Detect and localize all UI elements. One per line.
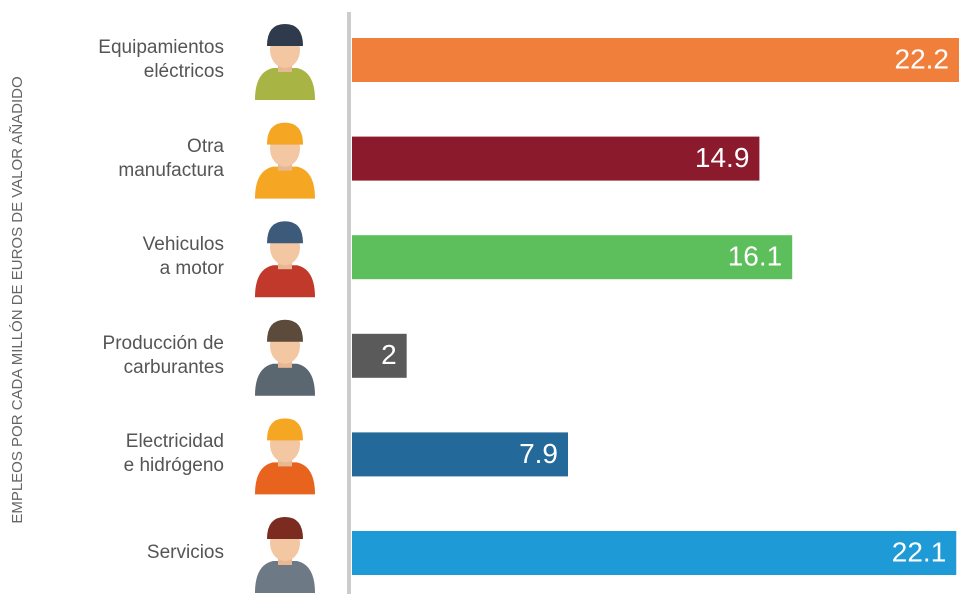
category-label: Producción de carburantes [24,332,224,380]
icon-helmet [267,221,303,243]
person-icon [255,320,315,396]
bar [352,235,792,279]
value-label: 7.9 [519,438,558,469]
icon-body [255,462,315,494]
icon-body [255,364,315,396]
bar [352,334,407,378]
bar [352,531,956,575]
bar [352,38,959,82]
category-label: Equipamientos eléctricos [24,36,224,84]
value-label: 16.1 [728,241,783,272]
category-label: Servicios [24,541,224,565]
icon-helmet [267,517,303,539]
person-icon [255,418,315,494]
category-label: Electricidad e hidrógeno [24,430,224,478]
value-label: 2 [381,339,397,370]
category-label: Otra manufactura [24,135,224,183]
value-label: 22.2 [895,43,950,74]
icon-helmet [267,418,303,440]
icon-body [255,167,315,199]
person-icon [255,221,315,297]
chart: EMPLEOS POR CADA MILLÓN DE EUROS DE VALO… [0,0,959,594]
icon-body [255,561,315,593]
person-icon [255,517,315,593]
icon-helmet [267,123,303,145]
category-label: Vehiculos a motor [24,233,224,281]
icon-helmet [267,24,303,46]
value-label: 14.9 [695,142,750,173]
icon-body [255,68,315,100]
value-label: 22.1 [892,536,947,567]
person-icon [255,24,315,100]
icon-body [255,265,315,297]
icon-helmet [267,320,303,342]
person-icon [255,123,315,199]
chart-svg: EMPLEOS POR CADA MILLÓN DE EUROS DE VALO… [0,0,959,594]
